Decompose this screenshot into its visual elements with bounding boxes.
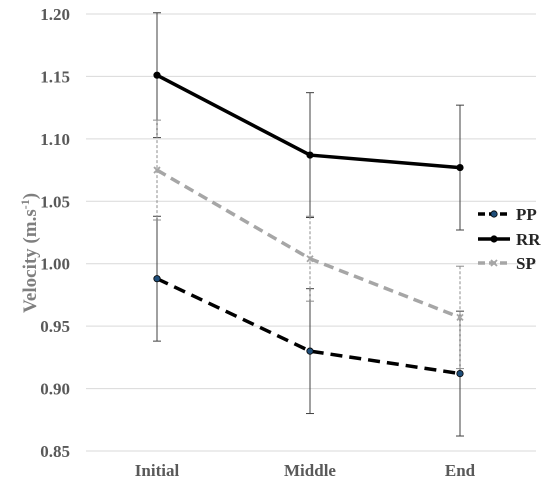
legend-marker <box>490 235 498 243</box>
y-tick-label: 1.10 <box>40 130 70 149</box>
x-category-label: Middle <box>284 461 336 480</box>
gridlines <box>86 13 536 452</box>
y-tick-label: 1.15 <box>40 67 70 86</box>
data-point-rr <box>456 163 464 172</box>
data-point-rr <box>153 71 161 79</box>
data-point-pp <box>456 369 464 378</box>
y-tick-label: 1.05 <box>40 192 70 211</box>
legend-label-sp: SP <box>516 254 536 273</box>
series-line-pp <box>156 277 461 376</box>
legend-marker <box>490 210 498 218</box>
data-point-sp <box>456 313 464 322</box>
data-point-pp <box>153 275 161 283</box>
data-point-pp <box>306 347 314 355</box>
legend-label-rr: RR <box>516 230 541 249</box>
legend: PP RR SP <box>478 205 541 273</box>
series-lines <box>156 73 461 376</box>
data-point-rr <box>306 151 314 159</box>
x-category-labels: Initial Middle End <box>135 461 476 480</box>
y-tick-label: 1.00 <box>40 255 70 274</box>
y-tick-label: 0.90 <box>40 380 70 399</box>
x-category-label: Initial <box>135 461 180 480</box>
y-tick-label: 0.85 <box>40 442 70 461</box>
y-tick-label: 1.20 <box>40 5 70 24</box>
series-line-sp <box>156 168 461 320</box>
y-tick-labels: 0.85 0.90 0.95 1.00 1.05 1.10 1.15 1.20 <box>40 5 70 461</box>
y-axis-title: Velocity (m.s-1) <box>18 193 41 313</box>
data-point-sp <box>153 166 161 174</box>
series-markers <box>153 71 464 378</box>
legend-label-pp: PP <box>516 205 537 224</box>
x-category-label: End <box>445 461 476 480</box>
data-point-sp <box>306 255 314 263</box>
y-tick-label: 0.95 <box>40 317 70 336</box>
legend-marker <box>490 259 498 267</box>
